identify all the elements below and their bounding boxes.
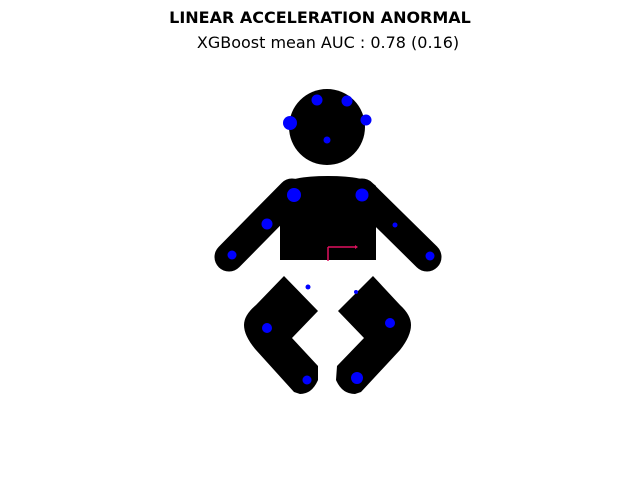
sensor-left-wrist [227, 250, 237, 260]
head [289, 89, 365, 165]
sensor-head-top-left [311, 94, 323, 106]
left-leg [244, 276, 318, 394]
reference-axes [327, 245, 358, 261]
sensor-markers [227, 94, 435, 385]
right-leg [336, 276, 411, 394]
body-silhouette [214, 89, 442, 394]
sensor-head-center [323, 136, 331, 144]
figure-subtitle: XGBoost mean AUC : 0.78 (0.16) [196, 33, 460, 52]
sensor-left-elbow [261, 218, 273, 230]
figure-title: LINEAR ACCELERATION ANORMAL [169, 8, 471, 27]
sensor-right-ankle [351, 372, 363, 384]
sensor-right-elbow [392, 222, 398, 228]
sensor-right-knee [385, 318, 395, 328]
sensor-head-left [283, 116, 297, 130]
sensor-right-wrist [425, 251, 435, 261]
sensor-left-shoulder [287, 188, 301, 202]
sensor-right-hip [354, 290, 358, 294]
sensor-right-shoulder [355, 188, 369, 202]
sensor-left-knee [262, 323, 272, 333]
axis-x-arrowhead [355, 245, 358, 249]
left-arm [214, 178, 307, 272]
sensor-left-ankle [302, 375, 312, 385]
sensor-head-right [360, 114, 372, 126]
sensor-left-hip [305, 284, 311, 290]
sensor-head-top-right [341, 95, 353, 107]
